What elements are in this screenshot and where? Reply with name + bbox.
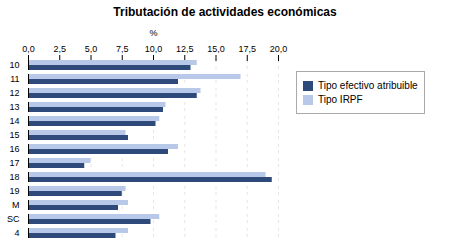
svg-text:M: M — [12, 200, 20, 210]
svg-text:17: 17 — [9, 158, 19, 168]
svg-text:7,5: 7,5 — [116, 44, 129, 54]
svg-text:20,0: 20,0 — [270, 44, 288, 54]
svg-text:2,5: 2,5 — [53, 44, 66, 54]
svg-text:%: % — [149, 28, 157, 38]
svg-text:0,0: 0,0 — [22, 44, 35, 54]
svg-text:17,5: 17,5 — [238, 44, 256, 54]
svg-text:15: 15 — [9, 130, 19, 140]
svg-text:11: 11 — [10, 74, 19, 84]
svg-text:10: 10 — [9, 60, 19, 70]
svg-text:18: 18 — [9, 172, 19, 182]
svg-text:14: 14 — [9, 116, 19, 126]
svg-text:12: 12 — [9, 88, 19, 98]
svg-text:4: 4 — [14, 228, 19, 238]
svg-text:13: 13 — [9, 102, 19, 112]
html-text:Tipo IRPF: Tipo IRPF — [318, 94, 363, 105]
svg-text:5,0: 5,0 — [85, 44, 98, 54]
html-text:Tributación de actividades eco: Tributación de actividades económicas — [113, 5, 337, 19]
svg-text:15,0: 15,0 — [207, 44, 225, 54]
svg-text:16: 16 — [9, 144, 19, 154]
html-text:Tipo efectivo atribuible: Tipo efectivo atribuible — [318, 80, 418, 91]
svg-text:19: 19 — [9, 186, 19, 196]
svg-text:12,5: 12,5 — [176, 44, 194, 54]
svg-text:10,0: 10,0 — [145, 44, 163, 54]
svg-text:SC: SC — [7, 214, 20, 224]
